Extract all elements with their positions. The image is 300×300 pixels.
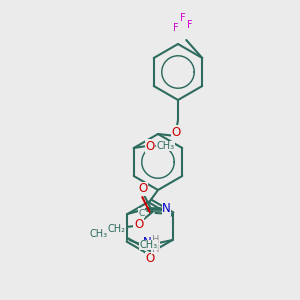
Text: O: O	[145, 140, 154, 152]
Text: O: O	[171, 125, 181, 139]
Text: F: F	[188, 20, 193, 30]
Text: C: C	[138, 208, 145, 217]
Text: H: H	[152, 244, 159, 254]
Text: O: O	[134, 218, 143, 230]
Text: CH₂: CH₂	[107, 224, 125, 234]
Text: H: H	[152, 235, 159, 245]
Text: CH₃: CH₃	[157, 141, 175, 151]
Text: F: F	[180, 13, 186, 23]
Text: F: F	[173, 23, 179, 33]
Text: N: N	[162, 202, 171, 215]
Text: O: O	[146, 253, 154, 266]
Text: O: O	[138, 182, 147, 196]
Text: CH₃: CH₃	[140, 240, 158, 250]
Text: N: N	[143, 236, 152, 250]
Text: CH₃: CH₃	[89, 229, 108, 239]
